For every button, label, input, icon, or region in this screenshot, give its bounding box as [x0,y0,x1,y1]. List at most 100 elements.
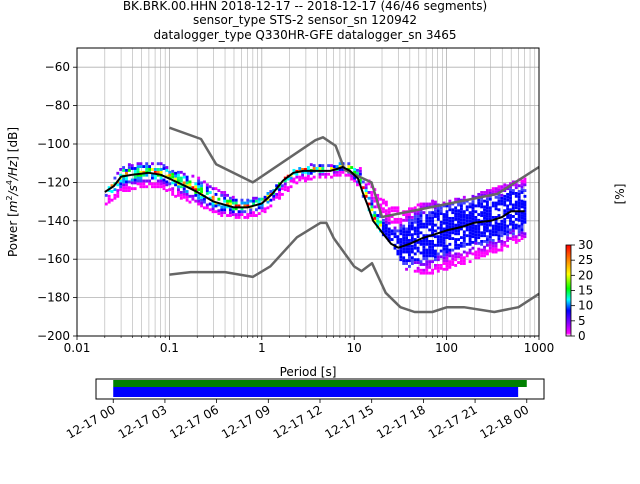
density-cell [416,261,420,264]
density-cell [468,219,472,223]
density-cell [223,196,227,200]
density-cell [263,195,267,199]
density-cell [517,224,521,228]
density-cell [445,224,449,228]
density-cell [468,234,472,238]
density-cell [182,181,186,185]
density-cell [425,260,429,264]
density-cell [338,170,342,174]
density-cell [269,190,273,193]
density-cell [231,213,235,216]
density-cell [399,255,403,259]
density-cell [500,193,504,197]
density-cell [119,182,123,186]
density-cell [474,218,478,222]
density-cell [156,179,160,183]
density-cell [428,245,432,249]
density-cell [471,217,475,221]
density-cell [252,196,255,200]
density-cell [136,176,140,180]
density-cell [488,206,492,210]
density-cell [413,215,417,218]
density-cell [462,216,466,219]
density-cell [396,229,400,233]
density-cell [223,205,227,209]
density-cell [520,202,524,206]
y-axis-label-sup1: 2 [5,195,14,200]
density-cell [272,197,276,201]
density-cell [240,198,244,202]
density-cell [177,170,180,174]
density-cell [428,222,432,226]
density-cell [254,199,258,203]
density-cell [127,186,131,190]
density-cell [445,216,449,219]
density-cell [278,193,281,197]
density-cell [436,252,440,256]
density-cell [402,224,406,228]
density-cell [419,211,423,215]
density-cell [156,162,160,166]
density-cell [382,198,385,202]
density-cell [451,263,455,266]
density-cell [503,183,507,187]
density-cell [179,185,183,189]
density-cell [503,232,507,236]
density-cell [436,266,440,270]
density-cell [402,239,406,242]
density-cell [442,250,446,254]
density-cell [468,228,472,232]
density-cell [474,256,478,260]
density-cell [442,213,446,216]
density-cell [491,201,495,205]
density-cell [485,212,489,216]
density-cell [122,183,126,187]
density-cell [422,225,426,229]
density-cell [500,185,504,189]
density-cell [370,193,374,197]
density-cell [425,263,429,266]
density-cell [127,168,131,172]
density-cell [223,199,227,203]
density-cell [159,162,163,166]
density-cell [494,201,498,205]
density-cell [494,244,498,248]
density-cell [485,252,489,256]
density-cell [142,165,146,168]
density-cell [462,262,466,265]
density-cell [428,240,432,243]
density-cell [179,170,183,174]
density-cell [419,202,423,206]
density-cell [520,231,524,235]
density-cell [448,199,452,203]
density-cell [185,192,189,196]
density-cell [511,220,515,224]
density-cell [517,218,521,222]
density-cell [436,240,440,244]
density-cell [179,179,183,183]
density-cell [442,204,446,208]
density-cell [483,214,486,217]
density-cell [410,247,414,251]
density-cell [503,220,507,224]
density-cell [428,265,432,269]
density-cell [422,263,426,266]
density-cell [471,235,475,239]
density-cell [436,255,440,259]
density-cell [500,245,504,249]
density-cell [280,187,284,191]
density-cell [459,213,463,216]
density-cell [448,205,452,209]
density-cell [408,207,411,211]
density-cell [471,215,475,218]
density-cell [422,242,426,246]
density-cell [462,213,466,216]
density-cell [234,198,238,202]
density-cell [454,232,458,236]
density-cell [494,216,498,219]
density-cell [373,214,377,217]
density-cell [237,210,241,214]
density-cell [465,225,469,229]
density-cell [520,205,524,209]
density-cell [436,206,440,210]
